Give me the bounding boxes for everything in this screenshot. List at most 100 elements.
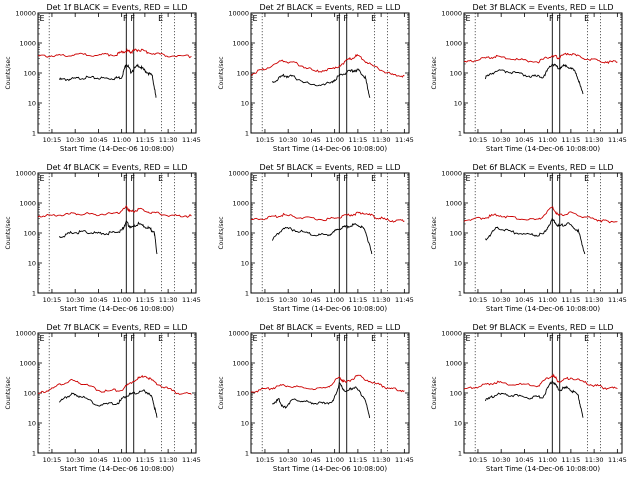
event-marker-label: F (549, 14, 554, 23)
y-tick-label: 10 (28, 260, 36, 268)
y-tick-label: 10 (454, 260, 462, 268)
x-tick-label: 11:00 (325, 296, 344, 304)
x-tick-label: 11:15 (349, 296, 368, 304)
y-tick-label: 100 (24, 70, 36, 78)
x-tick-label: 10:30 (279, 136, 298, 144)
event-marker-label: E (158, 334, 163, 343)
events-series-line (272, 381, 371, 419)
x-tick-label: 10:30 (492, 296, 511, 304)
y-tick-label: 1000 (232, 40, 249, 48)
x-axis-label: Start Time (14-Dec-06 10:08:00) (60, 145, 174, 153)
x-tick-label: 10:45 (302, 136, 321, 144)
y-tick-label: 1000 (19, 360, 36, 368)
event-marker-label: F (123, 174, 128, 183)
y-tick-label: 1000 (232, 200, 249, 208)
x-tick-label: 11:00 (538, 296, 557, 304)
chart-title: Det 2f BLACK = Events, RED = LLD (259, 3, 400, 12)
chart-panel-7: Det 7f BLACK = Events, RED = LLD Counts/s… (5, 323, 201, 473)
x-tick-label: 10:15 (469, 296, 488, 304)
event-marker-label: E (584, 334, 589, 343)
x-tick-label: 11:30 (372, 296, 391, 304)
events-series-line (59, 389, 158, 418)
y-tick-label: 10 (241, 420, 249, 428)
events-series-line (271, 222, 373, 255)
event-marker-label: F (556, 334, 561, 343)
y-tick-label: 1000 (19, 40, 36, 48)
lld-series-line (37, 47, 192, 59)
y-tick-label: 10 (454, 100, 462, 108)
x-tick-label: 10:45 (515, 456, 534, 464)
x-tick-label: 10:45 (302, 456, 321, 464)
x-tick-label: 10:45 (89, 456, 108, 464)
y-tick-label: 1000 (19, 200, 36, 208)
events-series-line (485, 217, 586, 255)
plot-frame (37, 12, 197, 134)
lld-series-line (250, 53, 405, 78)
event-marker-label: E (252, 334, 257, 343)
event-marker-label: E (252, 14, 257, 23)
event-marker-label: F (556, 14, 561, 23)
chart-panel-3: Det 3f BLACK = Events, RED = LLD Counts/s… (431, 3, 627, 153)
event-marker-label: E (252, 174, 257, 183)
chart-title: Det 1f BLACK = Events, RED = LLD (46, 3, 187, 12)
event-marker-label: F (130, 334, 135, 343)
chart-panel-5: Det 5f BLACK = Events, RED = LLD Counts/s… (218, 163, 414, 313)
x-tick-label: 10:30 (66, 456, 85, 464)
x-tick-label: 11:45 (395, 296, 414, 304)
x-tick-label: 10:15 (43, 296, 62, 304)
plot-frame (37, 172, 197, 294)
x-tick-label: 10:30 (66, 136, 85, 144)
event-marker-label: E (584, 14, 589, 23)
y-tick-label: 100 (24, 230, 36, 238)
y-tick-label: 100 (237, 390, 249, 398)
events-series-line (59, 63, 157, 98)
plot-frame (463, 12, 623, 134)
y-tick-label: 100 (450, 70, 462, 78)
chart-title: Det 5f BLACK = Events, RED = LLD (259, 163, 400, 172)
lld-series-line (463, 373, 618, 390)
x-tick-label: 11:45 (395, 456, 414, 464)
y-tick-label: 10000 (15, 170, 36, 178)
chart-title: Det 6f BLACK = Events, RED = LLD (472, 163, 613, 172)
event-marker-label: E (465, 334, 470, 343)
y-axis-label: Counts/sec (431, 216, 438, 249)
event-marker-label: E (39, 334, 44, 343)
y-axis-label: Counts/sec (218, 216, 225, 249)
y-axis-label: Counts/sec (5, 216, 12, 249)
x-tick-label: 10:45 (89, 136, 108, 144)
x-tick-label: 11:30 (585, 456, 604, 464)
x-tick-label: 11:00 (325, 456, 344, 464)
event-marker-label: F (343, 14, 348, 23)
x-tick-label: 11:00 (112, 136, 131, 144)
x-tick-label: 11:00 (538, 136, 557, 144)
x-tick-label: 11:15 (136, 136, 155, 144)
y-tick-label: 1000 (445, 40, 462, 48)
y-tick-label: 10000 (15, 10, 36, 18)
x-axis-label: Start Time (14-Dec-06 10:08:00) (60, 305, 174, 313)
x-tick-label: 11:15 (562, 296, 581, 304)
x-axis-label: Start Time (14-Dec-06 10:08:00) (486, 305, 600, 313)
x-tick-label: 10:15 (43, 456, 62, 464)
x-tick-label: 11:30 (585, 136, 604, 144)
y-axis-label: Counts/sec (431, 56, 438, 89)
chart-panel-2: Det 2f BLACK = Events, RED = LLD Counts/s… (218, 3, 414, 153)
y-tick-label: 10 (241, 100, 249, 108)
x-tick-label: 10:45 (515, 296, 534, 304)
x-tick-label: 11:45 (608, 136, 627, 144)
x-tick-label: 10:15 (256, 456, 275, 464)
events-series-line (272, 68, 371, 98)
x-tick-label: 10:15 (256, 296, 275, 304)
x-tick-label: 11:15 (136, 296, 155, 304)
chart-panel-9: Det 9f BLACK = Events, RED = LLD Counts/s… (431, 323, 627, 473)
event-marker-label: F (336, 174, 341, 183)
event-marker-label: F (123, 14, 128, 23)
y-tick-label: 1000 (445, 200, 462, 208)
y-tick-label: 10 (241, 260, 249, 268)
x-tick-label: 10:15 (256, 136, 275, 144)
y-tick-label: 100 (450, 230, 462, 238)
plot-frame (250, 332, 410, 454)
event-marker-label: E (371, 334, 376, 343)
x-axis-label: Start Time (14-Dec-06 10:08:00) (273, 465, 387, 473)
x-axis-label: Start Time (14-Dec-06 10:08:00) (60, 465, 174, 473)
x-tick-label: 11:15 (562, 456, 581, 464)
